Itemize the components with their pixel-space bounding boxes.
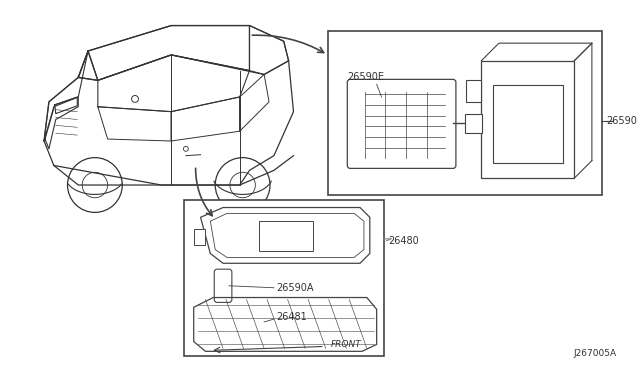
Text: 26481: 26481 <box>276 312 307 322</box>
Bar <box>259 221 313 251</box>
Bar <box>194 229 205 245</box>
FancyBboxPatch shape <box>214 269 232 302</box>
Text: 26590A: 26590A <box>276 283 314 293</box>
Text: 26590E: 26590E <box>348 72 384 82</box>
FancyBboxPatch shape <box>348 79 456 169</box>
Bar <box>328 31 602 195</box>
Bar <box>481 61 574 178</box>
Text: 26480: 26480 <box>388 236 419 246</box>
Bar <box>465 113 483 133</box>
Text: 26590: 26590 <box>607 116 637 126</box>
Bar <box>184 200 383 356</box>
Text: FRONT: FRONT <box>331 340 362 349</box>
Bar <box>466 80 481 102</box>
Bar <box>493 85 563 164</box>
Text: J267005A: J267005A <box>573 349 616 358</box>
